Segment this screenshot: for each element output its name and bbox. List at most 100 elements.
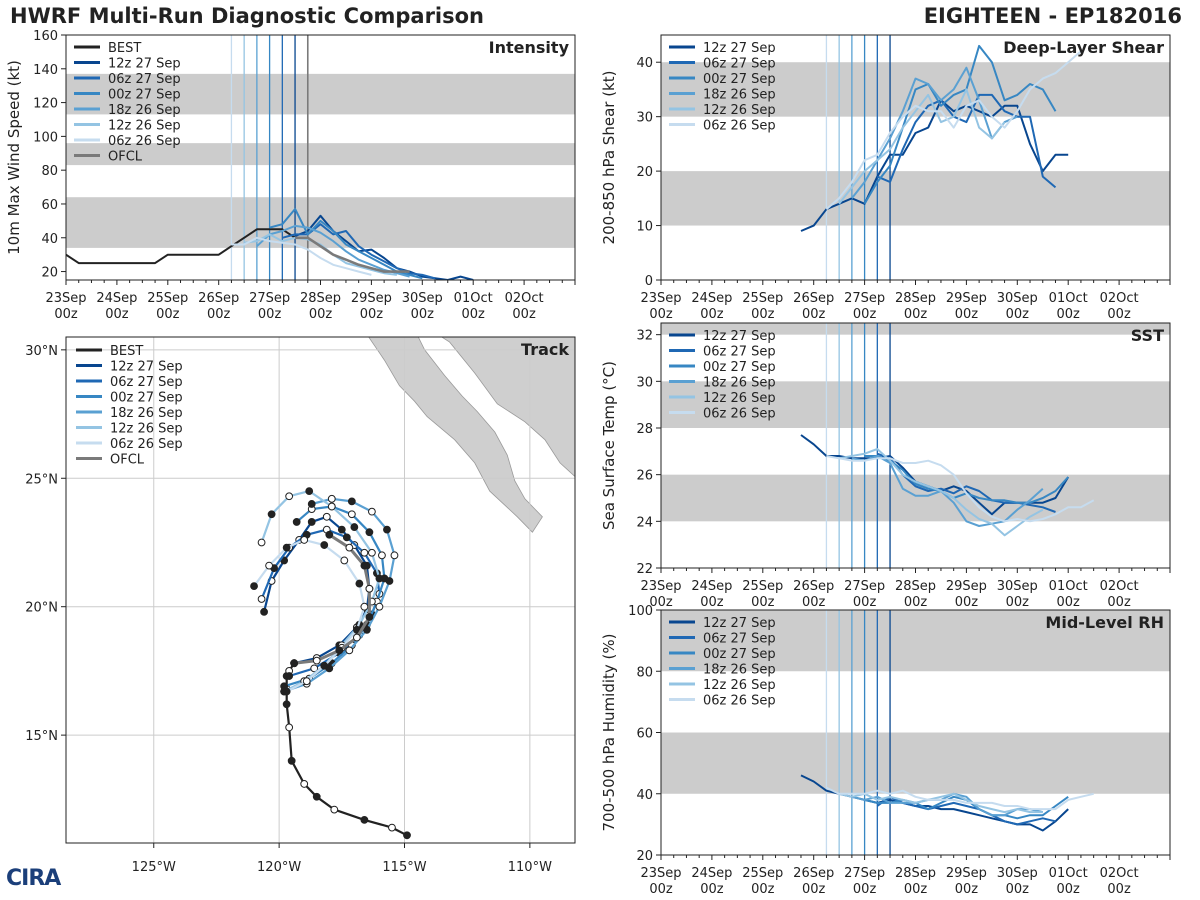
plot-area <box>661 610 1170 855</box>
x-tick-label: 00z <box>853 307 877 322</box>
series-line-18z-26-sep <box>851 455 1044 527</box>
panel-title: Deep-Layer Shear <box>1003 38 1164 57</box>
panel-title: SST <box>1131 326 1164 345</box>
baja-landmass <box>368 337 543 533</box>
track-point <box>345 646 354 655</box>
track-point <box>292 518 301 526</box>
x-tick-label: 00z <box>955 307 979 322</box>
track-point <box>352 633 361 642</box>
x-tick-label: 30Sep <box>997 291 1038 306</box>
x-tick-label: 00z <box>1107 882 1131 897</box>
y-axis-label: 10m Max Wind Speed (kt) <box>5 60 23 255</box>
plot-area <box>66 35 575 280</box>
series-line-06z-27-sep <box>876 795 1056 826</box>
track-point <box>310 664 319 673</box>
track-point <box>285 492 294 501</box>
x-tick-label: 00z <box>360 307 384 322</box>
track-point <box>250 582 258 591</box>
series-line-12z-27-sep <box>294 214 474 280</box>
lat-tick-label: 15°N <box>25 729 58 744</box>
y-tick-label: 100 <box>33 130 58 145</box>
x-tick-label: 27Sep <box>844 866 885 881</box>
x-tick-label: 24Sep <box>691 291 732 306</box>
track-point <box>327 494 336 503</box>
x-tick-label: 25Sep <box>742 866 783 881</box>
x-tick-label: 00z <box>156 307 180 322</box>
track-point <box>330 805 339 814</box>
panel-title: Mid-Level RH <box>1045 613 1164 632</box>
series-line-12z-26-sep <box>838 448 1044 537</box>
x-tick-label: 00z <box>700 595 724 610</box>
lat-tick-label: 30°N <box>25 344 58 359</box>
y-tick-label: 60 <box>41 198 58 213</box>
y-tick-label: 20 <box>636 849 653 864</box>
y-tick-label: 40 <box>636 56 653 71</box>
x-tick-label: 00z <box>904 307 928 322</box>
y-tick-label: 20 <box>636 165 653 180</box>
x-tick-label: 00z <box>207 307 231 322</box>
track-point <box>335 646 344 655</box>
legend-label: 12z 27 Sep <box>703 329 776 344</box>
track-point <box>403 831 411 840</box>
series-line-06z-26-sep <box>231 236 372 276</box>
x-tick-label: 00z <box>649 882 673 897</box>
x-tick-label: 00z <box>955 882 979 897</box>
track-point <box>340 556 349 565</box>
x-tick-label: 26Sep <box>793 866 834 881</box>
legend-label: 06z 26 Sep <box>110 437 183 452</box>
lon-tick-label: 115°W <box>382 860 426 875</box>
track-point <box>307 500 316 508</box>
track-point <box>365 584 374 593</box>
y-tick-label: 22 <box>636 562 653 577</box>
x-tick-label: 00z <box>1107 307 1131 322</box>
shaded-band <box>66 73 575 115</box>
legend-label: 18z 26 Sep <box>703 663 776 678</box>
y-axis-label: Sea Surface Temp (°C) <box>600 361 618 530</box>
track-point <box>267 510 276 519</box>
track-point <box>342 533 351 542</box>
series-line-06z-26-sep <box>825 786 1094 811</box>
series-line-06z-26-sep <box>826 455 1095 523</box>
x-tick-label: 00z <box>802 882 826 897</box>
shaded-band <box>66 197 575 248</box>
panel-title: Track <box>521 340 569 359</box>
track-point <box>360 548 369 557</box>
x-tick-label: 00z <box>1006 882 1030 897</box>
x-tick-label: 01Oct <box>454 291 493 306</box>
y-tick-label: 0 <box>645 274 653 289</box>
y-tick-label: 32 <box>636 329 653 344</box>
track-point <box>260 607 268 616</box>
x-tick-label: 23Sep <box>640 579 681 594</box>
legend-label: 00z 27 Sep <box>110 391 183 406</box>
track-point <box>360 561 369 570</box>
track-point <box>257 538 266 547</box>
x-tick-label: 00z <box>700 307 724 322</box>
track-point <box>347 510 356 519</box>
series-line-06z-26-sep <box>825 50 1082 210</box>
panel-track: 125°W 120°W 115°W 110°W 15°N 20°N 25°N 30°N Trac… <box>25 336 576 875</box>
track-point <box>365 613 374 621</box>
legend-label: 12z 26 Sep <box>108 119 181 134</box>
y-tick-label: 24 <box>636 515 653 530</box>
track-point <box>388 823 396 832</box>
cira-logo: CIRA <box>6 866 61 891</box>
lat-tick-label: 20°N <box>25 601 58 616</box>
plot-area <box>661 323 1170 568</box>
track-point <box>282 700 291 709</box>
track-line-best <box>285 662 408 837</box>
series-line-12z-27-sep <box>800 99 1069 232</box>
x-tick-label: 02Oct <box>1100 291 1139 306</box>
x-tick-label: 23Sep <box>640 866 681 881</box>
track-point <box>282 543 291 552</box>
map-frame <box>65 336 576 844</box>
legend-label: 12z 27 Sep <box>703 41 776 56</box>
x-tick-label: 23Sep <box>640 291 681 306</box>
track-point <box>350 523 359 531</box>
x-tick-label: 00z <box>1057 595 1081 610</box>
x-tick-label: 00z <box>54 307 78 322</box>
panel-shear: 01020304023Sep00z24Sep00z25Sep00z26Sep00… <box>600 34 1171 322</box>
x-tick-label: 29Sep <box>946 291 987 306</box>
